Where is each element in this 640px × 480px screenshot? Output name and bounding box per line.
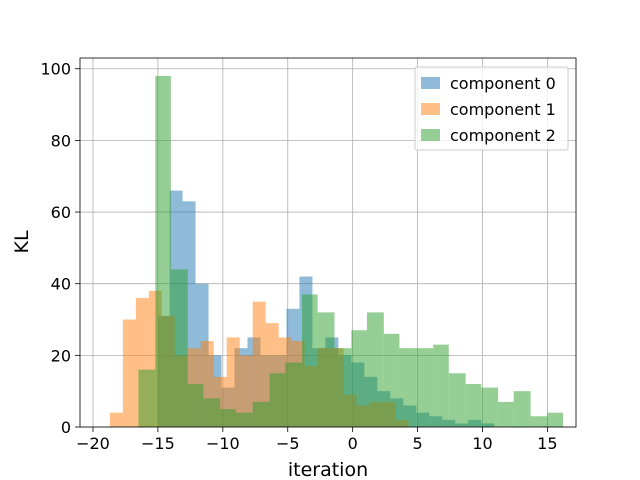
bar-series-2-bin-25 bbox=[547, 412, 564, 427]
y-tick-label-3: 60 bbox=[51, 203, 71, 222]
bar-series-2-bin-4 bbox=[203, 398, 221, 427]
y-tick-label-5: 100 bbox=[40, 60, 71, 79]
x-tick-label-3: −5 bbox=[276, 434, 300, 453]
bar-series-2-bin-21 bbox=[481, 387, 499, 427]
x-tick-label-4: 0 bbox=[348, 434, 358, 453]
bar-series-2-bin-11 bbox=[317, 312, 335, 427]
x-axis-label: iteration bbox=[288, 459, 368, 480]
bar-series-1-bin-9 bbox=[226, 337, 240, 427]
bar-series-2-bin-16 bbox=[399, 348, 417, 427]
bars bbox=[109, 75, 564, 427]
bar-series-1-bin-1 bbox=[122, 319, 136, 427]
legend-swatch-1 bbox=[421, 103, 440, 115]
bar-series-2-bin-0 bbox=[138, 369, 156, 427]
bar-series-2-bin-8 bbox=[269, 373, 286, 427]
bar-series-2-bin-12 bbox=[334, 348, 352, 427]
ticks: −20 −15 −10 −5 0 5 10 15 0 20 40 60 80 100 bbox=[40, 60, 557, 453]
bar-series-1-bin-0 bbox=[109, 412, 123, 427]
y-tick-label-4: 80 bbox=[51, 131, 71, 150]
bar-series-2-bin-22 bbox=[498, 401, 514, 427]
bar-series-2-bin-23 bbox=[513, 391, 531, 427]
bar-series-1-bin-10 bbox=[239, 355, 253, 427]
bar-series-2-bin-1 bbox=[155, 75, 171, 427]
legend-swatch-2 bbox=[421, 129, 440, 141]
y-tick-label-1: 20 bbox=[51, 346, 71, 365]
bar-series-2-bin-18 bbox=[433, 344, 449, 427]
x-tick-label-5: 5 bbox=[412, 434, 422, 453]
legend-swatch-0 bbox=[421, 77, 440, 89]
legend-box bbox=[414, 66, 569, 151]
bar-series-2-bin-7 bbox=[252, 401, 270, 427]
legend: component 0 component 1 component 2 bbox=[414, 66, 569, 151]
x-tick-label-0: −20 bbox=[76, 434, 110, 453]
x-tick-label-1: −15 bbox=[141, 434, 175, 453]
bar-series-2-bin-14 bbox=[366, 312, 384, 427]
bar-series-2-bin-24 bbox=[530, 416, 548, 427]
bar-series-2-bin-15 bbox=[383, 333, 400, 427]
bar-series-1-bin-11 bbox=[252, 301, 266, 427]
bar-series-2-bin-3 bbox=[187, 384, 204, 427]
x-tick-label-2: −10 bbox=[206, 434, 240, 453]
legend-label-1: component 1 bbox=[450, 100, 556, 119]
bar-series-2-bin-2 bbox=[170, 269, 188, 427]
bar-series-2-bin-19 bbox=[448, 373, 466, 427]
y-tick-label-0: 0 bbox=[61, 418, 71, 437]
bar-series-2-bin-13 bbox=[351, 330, 367, 427]
x-tick-label-7: 15 bbox=[537, 434, 557, 453]
y-axis-label: KL bbox=[11, 230, 33, 253]
bar-series-2-bin-20 bbox=[465, 384, 482, 427]
legend-label-2: component 2 bbox=[450, 126, 556, 145]
y-tick-label-2: 40 bbox=[51, 275, 71, 294]
bar-series-2-bin-6 bbox=[235, 412, 253, 427]
plot-frame bbox=[79, 57, 577, 428]
bar-series-2-bin-10 bbox=[302, 294, 318, 427]
bar-series-2-bin-5 bbox=[220, 409, 236, 427]
legend-label-0: component 0 bbox=[450, 74, 556, 93]
bar-series-2-bin-9 bbox=[285, 362, 303, 427]
x-tick-label-6: 10 bbox=[472, 434, 492, 453]
bar-series-2-bin-17 bbox=[416, 348, 434, 427]
